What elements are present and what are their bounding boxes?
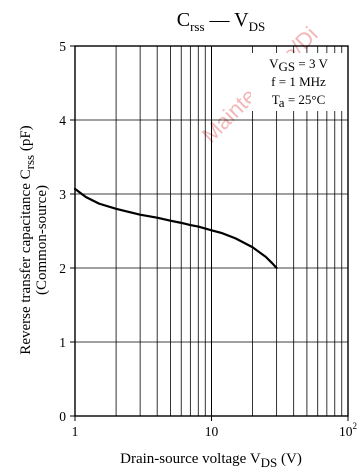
title-sep: — — [205, 9, 235, 31]
y-tick-label: 1 — [59, 335, 66, 350]
y-tick-label: 0 — [59, 409, 66, 424]
condition-subscript: a — [279, 95, 285, 110]
title-sym-sub: DS — [249, 19, 266, 34]
chart-title: Crss — VDS — [177, 9, 266, 34]
condition-value: = 3 V — [295, 56, 328, 71]
condition-symbol: V — [269, 56, 279, 71]
conditions-box — [251, 53, 346, 111]
xlabel-pre: Drain-source voltage — [120, 451, 250, 467]
condition-text: f = 1 MHz — [271, 74, 326, 89]
xlabel-sub: DS — [261, 455, 278, 470]
condition-subscript: GS — [279, 59, 296, 74]
x-axis-label: Drain-source voltage VDS (V) — [120, 451, 302, 470]
x-tick-base: 10 — [339, 424, 353, 439]
condition-value: = 25°C — [285, 92, 326, 107]
ylabel-sym: C — [18, 169, 34, 179]
y-tick-label: 4 — [59, 113, 66, 128]
ylabel-sub: rss — [22, 155, 37, 169]
xlabel-post: (V) — [277, 451, 302, 467]
x-tick-label: 1 — [72, 424, 79, 439]
x-tick-label: 10 — [205, 424, 219, 439]
x-tick-base: 10 — [205, 424, 219, 439]
x-tick-exponent: 2 — [353, 421, 358, 431]
title-main: C — [177, 9, 190, 31]
plot-layer — [73, 187, 278, 270]
ylabel-post: (pF) — [18, 125, 34, 155]
title-main-sub: rss — [190, 19, 204, 34]
y-tick-label: 5 — [59, 39, 66, 54]
y-axis-label-line2: (Common-source) — [34, 185, 50, 295]
y-tick-label: 3 — [59, 187, 66, 202]
condition-value: = 1 MHz — [276, 74, 327, 89]
x-tick-label: 102 — [339, 421, 357, 439]
y-axis-label-line1: Reverse transfer capacitance Crss (pF) — [18, 125, 37, 354]
condition-text: Ta = 25°C — [272, 92, 326, 110]
xlabel-sym: V — [250, 451, 261, 467]
title-sym: V — [234, 9, 249, 31]
y-tick-label: 2 — [59, 261, 66, 276]
ylabel-pre: Reverse transfer capacitance — [18, 179, 34, 354]
condition-symbol: f — [271, 74, 276, 89]
condition-text: VGS = 3 V — [269, 56, 328, 74]
series-line — [73, 187, 278, 270]
x-tick-base: 1 — [72, 424, 79, 439]
condition-symbol: T — [272, 92, 280, 107]
